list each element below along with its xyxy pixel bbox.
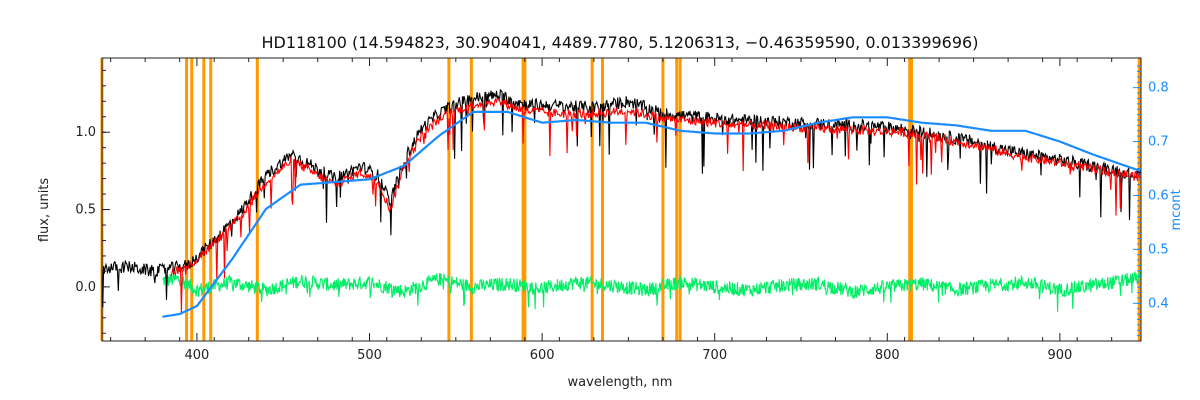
- x-tick-label: 400: [185, 348, 210, 363]
- y-axis-label: flux, units: [37, 178, 52, 243]
- x-tick-label: 900: [1047, 348, 1072, 363]
- residuals-series: [162, 269, 1141, 312]
- y2-tick-label: 0.7: [1148, 135, 1169, 150]
- axes: 400 500 600 700 800 900 0.0 0.5 1.0 0.4 0.5 0.6 0.7 0…: [75, 58, 1169, 363]
- x-axis-label: wavelength, nm: [568, 375, 673, 390]
- y2-tick-label: 0.4: [1148, 296, 1169, 311]
- x-tick-label: 600: [530, 348, 555, 363]
- mcont-series: [162, 110, 1142, 318]
- plot-area: [100, 58, 1142, 341]
- chart-title: HD118100 (14.594823, 30.904041, 4489.778…: [262, 33, 979, 52]
- x-tick-label: 800: [875, 348, 900, 363]
- x-tick-label: 700: [702, 348, 727, 363]
- y-tick-label: 0.0: [75, 280, 96, 295]
- y2-tick-label: 0.6: [1148, 188, 1169, 203]
- right-axis-label: mcont: [1169, 189, 1184, 230]
- y2-tick-label: 0.5: [1148, 242, 1169, 257]
- y-tick-label: 1.0: [75, 125, 96, 140]
- x-tick-label: 500: [357, 348, 382, 363]
- plot-frame: [101, 57, 1142, 342]
- y-tick-label: 0.5: [75, 203, 96, 218]
- y2-tick-label: 0.8: [1148, 81, 1169, 96]
